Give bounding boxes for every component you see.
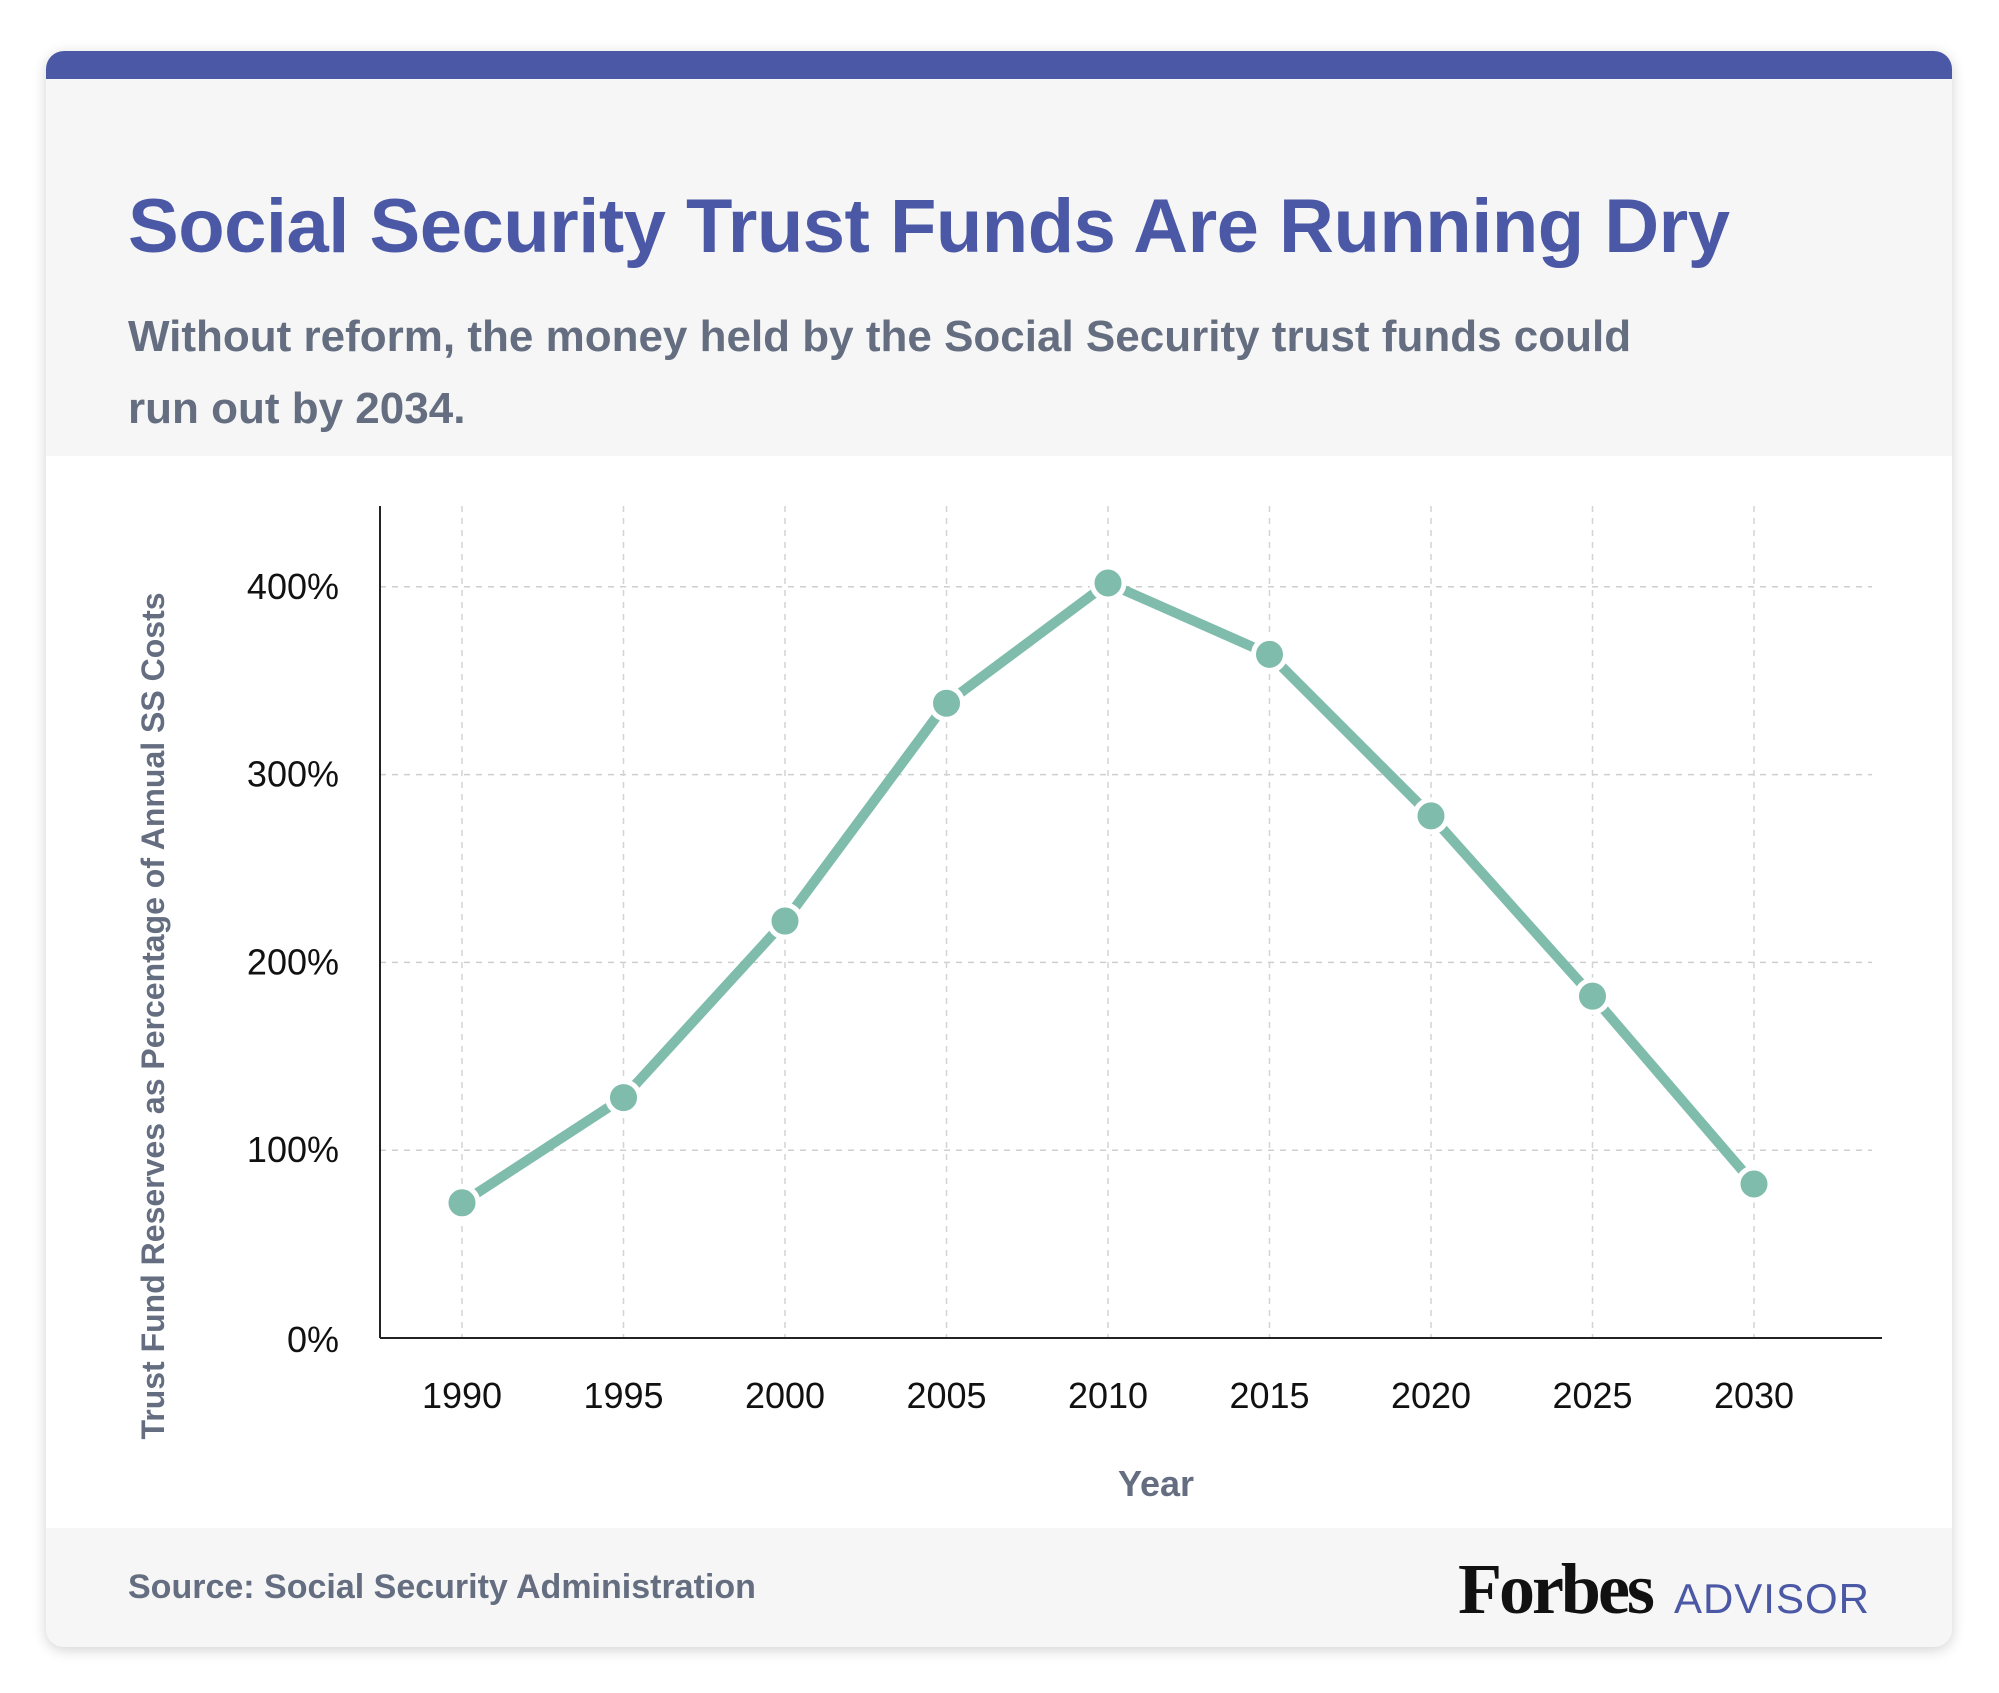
chart-grid: [380, 506, 1872, 1338]
data-point[interactable]: [443, 1184, 481, 1222]
chart-title: Social Security Trust Funds Are Running …: [128, 184, 1730, 269]
x-tick-label: 2025: [1552, 1375, 1632, 1416]
x-tick-labels: 1990 1995 2000 2005 2010 2015 2020 2025 2030: [422, 1375, 1794, 1416]
data-point[interactable]: [1089, 564, 1127, 602]
x-tick-label: 1995: [583, 1375, 663, 1416]
y-tick-label: 400%: [247, 566, 339, 607]
x-tick-label: 2000: [745, 1375, 825, 1416]
x-tick-label: 2015: [1229, 1375, 1309, 1416]
infographic-card: Social Security Trust Funds Are Running …: [46, 51, 1952, 1647]
y-tick-label: 200%: [247, 941, 339, 982]
data-point[interactable]: [1574, 977, 1611, 1015]
y-axis-label: Trust Fund Reserves as Percentage of Ann…: [135, 592, 171, 1439]
data-point[interactable]: [928, 684, 965, 722]
x-tick-label: 2005: [906, 1375, 986, 1416]
chart-area: 0% 100% 200% 300% 400% 1990 1995 2000 2005 2010 2…: [46, 456, 1952, 1528]
x-tick-label: 2030: [1714, 1375, 1794, 1416]
line-chart: 0% 100% 200% 300% 400% 1990 1995 2000 2005 2010 2…: [135, 506, 1882, 1504]
data-point[interactable]: [605, 1079, 642, 1117]
chart-subtitle: Without reform, the money held by the So…: [128, 312, 1632, 433]
source-note: Source: Social Security Administration: [128, 1568, 756, 1606]
data-point[interactable]: [1412, 797, 1450, 835]
accent-bar: [46, 51, 1952, 79]
x-tick-label: 1990: [422, 1375, 502, 1416]
data-point[interactable]: [1735, 1165, 1773, 1203]
x-tick-label: 2010: [1068, 1375, 1148, 1416]
y-tick-label: 300%: [247, 754, 339, 795]
logo-brand: Forbes: [1457, 1549, 1655, 1629]
data-point[interactable]: [1251, 635, 1288, 673]
x-tick-label: 2020: [1391, 1375, 1471, 1416]
header: Social Security Trust Funds Are Running …: [46, 79, 1952, 456]
data-point[interactable]: [766, 902, 804, 940]
x-axis-label: Year: [1118, 1463, 1194, 1504]
logo-suffix: ADVISOR: [1673, 1575, 1870, 1622]
forbes-advisor-logo[interactable]: Forbes ADVISOR: [1458, 1548, 1870, 1631]
y-tick-labels: 0% 100% 200% 300% 400%: [247, 566, 339, 1360]
footer: Source: Social Security Administration F…: [46, 1528, 1952, 1647]
data-points: [443, 564, 1773, 1222]
y-tick-label: 100%: [247, 1129, 339, 1170]
y-tick-label: 0%: [287, 1319, 339, 1360]
